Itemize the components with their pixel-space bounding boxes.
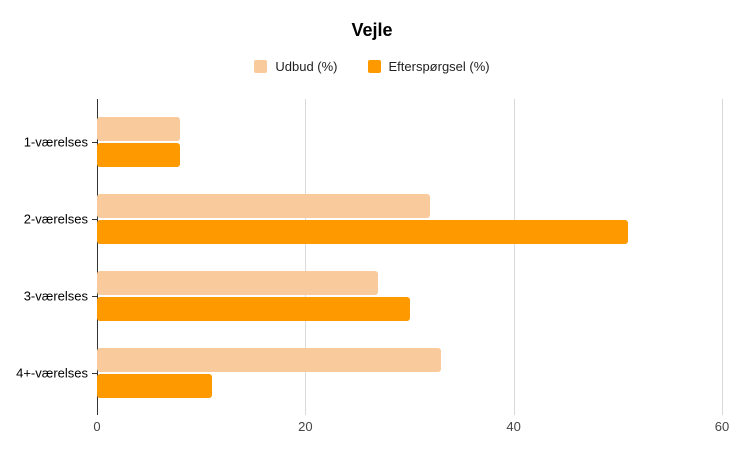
y-axis-tick — [92, 295, 97, 297]
gridline — [305, 99, 307, 415]
y-axis-tick — [92, 372, 97, 374]
bar-efterspoergsel[interactable] — [97, 296, 410, 321]
legend-item-efterspoergsel[interactable]: Efterspørgsel (%) — [367, 59, 490, 74]
legend-label-efterspoergsel: Efterspørgsel (%) — [388, 59, 490, 74]
gridline — [722, 99, 723, 415]
category-label: 3-værelses — [23, 288, 88, 303]
category-label: 1-værelses — [23, 134, 88, 149]
bar-udbud[interactable] — [97, 116, 181, 141]
legend-swatch-udbud — [254, 60, 268, 73]
bar-efterspoergsel[interactable] — [97, 373, 212, 398]
bar-group — [97, 180, 722, 257]
x-axis-tick-label: 60 — [714, 419, 730, 434]
category-label: 2-værelses — [23, 211, 88, 226]
category-label: 4+-værelses — [16, 365, 88, 380]
gridline — [513, 99, 515, 415]
bar-udbud[interactable] — [97, 193, 431, 218]
x-axis-tick-label: 40 — [506, 419, 521, 434]
bar-efterspoergsel[interactable] — [97, 219, 629, 244]
bar-udbud[interactable] — [97, 347, 441, 372]
x-axis-tick-label: 0 — [93, 419, 101, 434]
bar-efterspoergsel[interactable] — [97, 142, 181, 167]
legend-label-udbud: Udbud (%) — [275, 59, 338, 74]
legend-item-udbud[interactable]: Udbud (%) — [254, 59, 338, 74]
legend-swatch-efterspoergsel — [367, 60, 381, 73]
bar-group — [97, 103, 722, 180]
bar-group — [97, 334, 722, 411]
plot-area: 1-værelses 2-værelses 3-værelses 4+-værelse… — [16, 99, 729, 434]
x-axis-tick-label: 20 — [298, 419, 313, 434]
y-axis-tick — [92, 141, 97, 143]
chart-title: Vejle — [351, 20, 393, 40]
plot-rows — [97, 103, 722, 411]
bar-udbud[interactable] — [97, 270, 379, 295]
bar-group — [97, 257, 722, 334]
y-axis-tick — [92, 218, 97, 220]
y-axis-line — [97, 99, 98, 415]
legend: Udbud (%) Efterspørgsel (%) — [0, 59, 744, 74]
